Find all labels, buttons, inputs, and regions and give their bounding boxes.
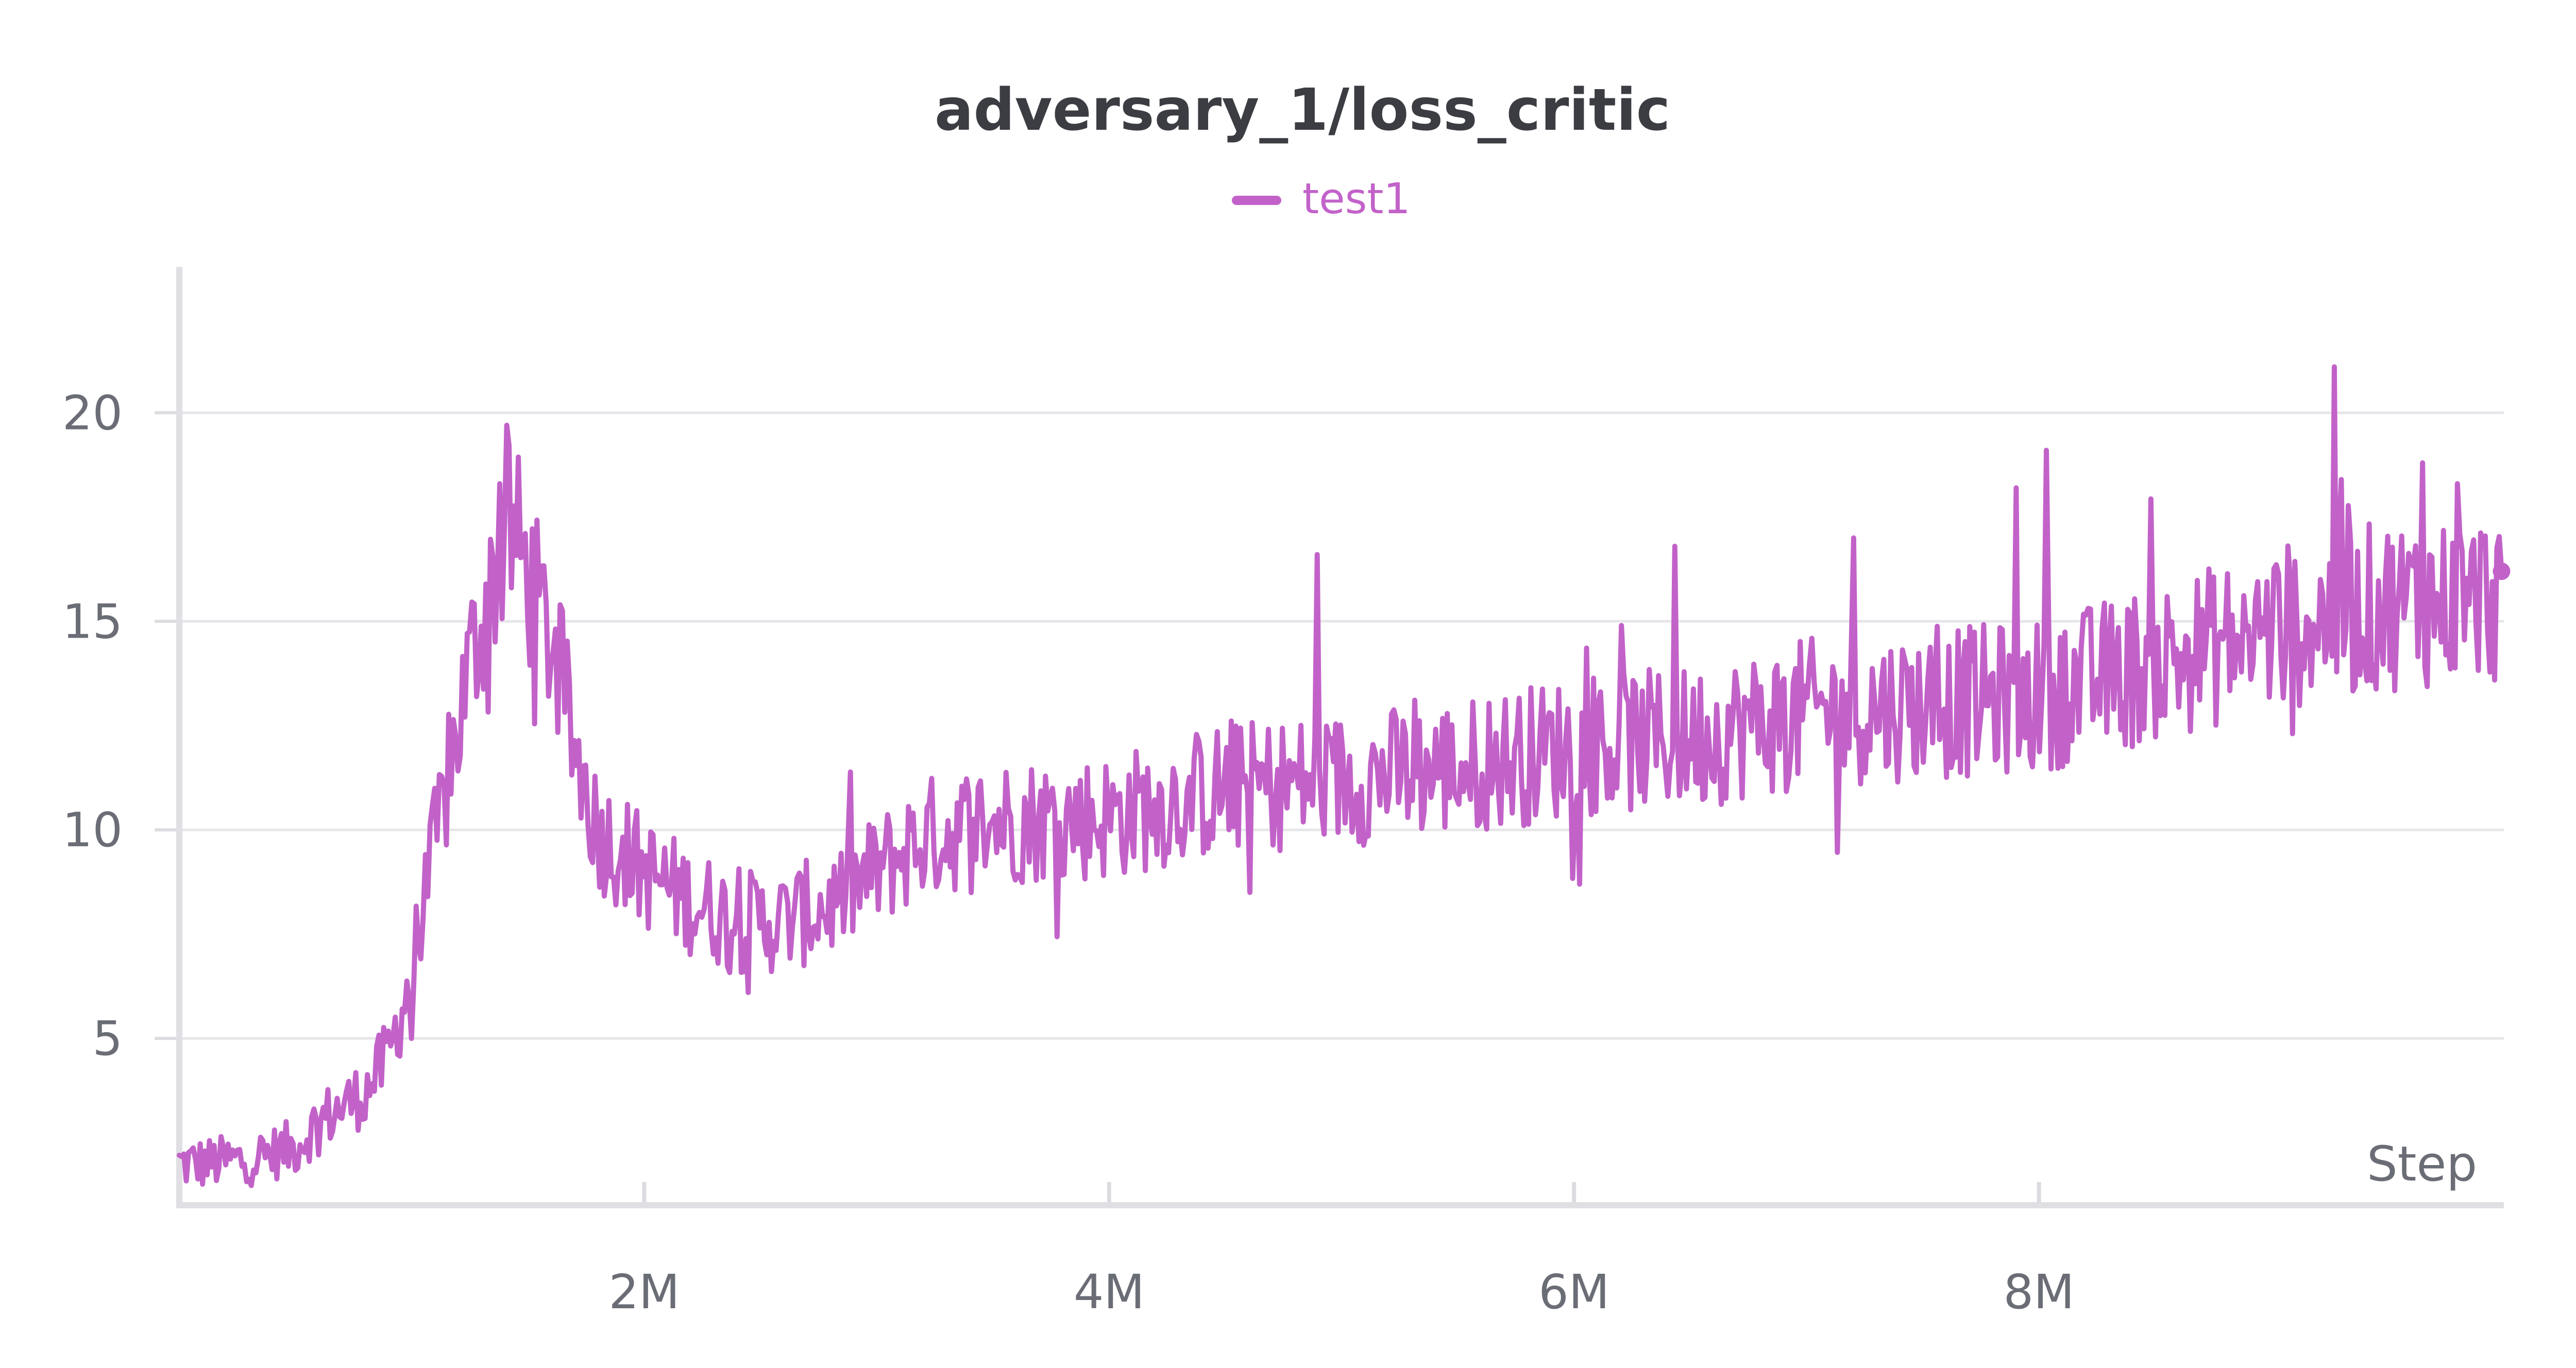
- legend[interactable]: test1: [1232, 175, 1411, 224]
- y-tick-label: 20: [62, 385, 123, 440]
- y-axis-ticks: 5 10 15 20: [62, 385, 176, 1066]
- legend-label-test1: test1: [1302, 175, 1411, 224]
- series-line-test1[interactable]: [177, 364, 2504, 1188]
- x-tick-label: 2M: [608, 1264, 680, 1320]
- x-tick-label: 4M: [1074, 1264, 1145, 1320]
- x-axis-ticks: 2M 4M 6M 8M: [608, 1182, 2075, 1320]
- series-last-point-test1[interactable]: [2493, 562, 2511, 580]
- y-tick-label: 5: [92, 1011, 123, 1066]
- gridlines: [179, 411, 2504, 1040]
- chart-title: adversary_1/loss_critic: [935, 77, 1670, 144]
- y-tick-label: 10: [62, 802, 123, 858]
- y-tick-label: 15: [62, 594, 123, 649]
- x-axis-label: Step: [2367, 1136, 2477, 1192]
- x-tick-label: 6M: [1538, 1264, 1609, 1320]
- x-tick-label: 8M: [2004, 1264, 2075, 1320]
